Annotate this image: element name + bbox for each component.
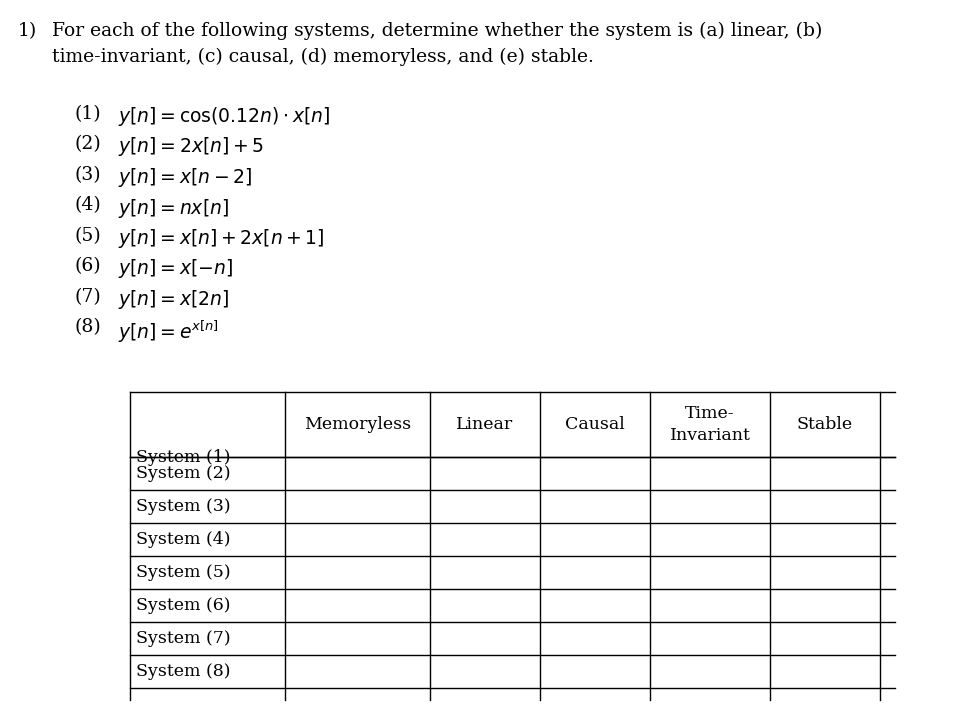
Text: Memoryless: Memoryless [304,416,411,433]
Text: (1): (1) [75,105,102,123]
Text: $y[n] = x[-n]$: $y[n] = x[-n]$ [118,257,233,281]
Text: Causal: Causal [565,416,625,433]
Text: $y[n] = x[n]+2x[n+1]$: $y[n] = x[n]+2x[n+1]$ [118,227,324,250]
Text: System (6): System (6) [136,597,230,614]
Text: System (8): System (8) [136,663,230,680]
Text: $y[n] = e^{x[n]}$: $y[n] = e^{x[n]}$ [118,318,219,345]
Text: System (3): System (3) [136,498,230,515]
Text: Linear: Linear [456,416,514,433]
Text: (6): (6) [75,257,102,276]
Text: $y[n] = x[2n]$: $y[n] = x[2n]$ [118,288,229,311]
Text: time-invariant, (c) causal, (d) memoryless, and (e) stable.: time-invariant, (c) causal, (d) memoryle… [52,48,594,66]
Text: System (4): System (4) [136,531,230,548]
Text: (7): (7) [75,288,102,306]
Text: (8): (8) [75,318,102,337]
Text: $y[n] = \cos(0.12n) \cdot x[n]$: $y[n] = \cos(0.12n) \cdot x[n]$ [118,105,330,128]
Text: Stable: Stable [797,416,853,433]
Text: System (7): System (7) [136,630,230,647]
Text: $y[n] = 2x[n]+5$: $y[n] = 2x[n]+5$ [118,135,264,159]
Text: System (2): System (2) [136,465,230,482]
Text: (4): (4) [75,196,102,215]
Text: $y[n] = x[n-2]$: $y[n] = x[n-2]$ [118,166,252,189]
Text: System (1): System (1) [136,449,230,466]
Text: (3): (3) [75,166,102,184]
Text: $y[n] = nx[n]$: $y[n] = nx[n]$ [118,196,229,220]
Text: For each of the following systems, determine whether the system is (a) linear, (: For each of the following systems, deter… [52,22,823,40]
Text: 1): 1) [18,22,37,40]
Text: System (5): System (5) [136,564,230,581]
Text: (2): (2) [75,135,102,154]
Text: Time-
Invariant: Time- Invariant [669,405,751,444]
Text: (5): (5) [75,227,102,245]
